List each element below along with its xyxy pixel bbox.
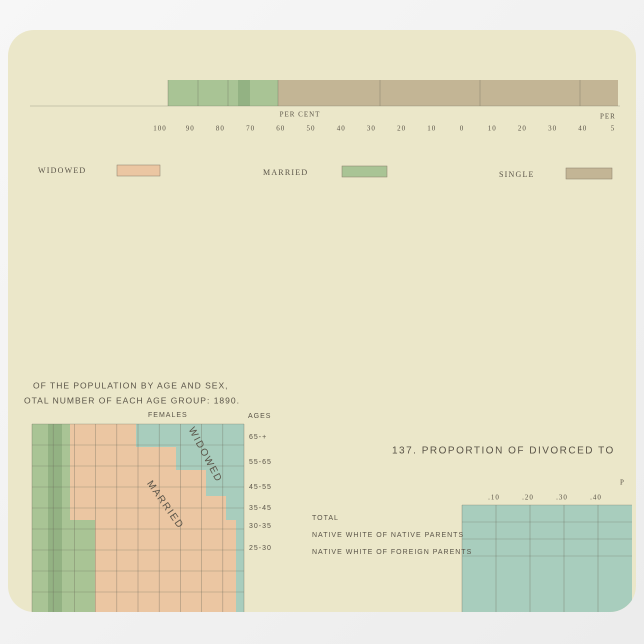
top-grid bbox=[30, 80, 620, 107]
age-labels: 65-+ 55-65 45-55 35-45 30-35 25-30 bbox=[249, 434, 272, 552]
tick-label: 50 bbox=[307, 125, 316, 133]
tick-label: 5 bbox=[611, 125, 616, 133]
tick-label: 10 bbox=[427, 125, 436, 133]
tick-label: .40 bbox=[590, 494, 602, 502]
age-label: 45-55 bbox=[249, 484, 272, 491]
mousepad: PER CENT PER 100 90 80 70 60 50 40 30 20 10 0 10 20 3… bbox=[8, 30, 636, 612]
tick-label: 20 bbox=[518, 125, 527, 133]
row-label: TOTAL bbox=[312, 515, 339, 522]
bar-married bbox=[168, 80, 278, 106]
age-label: 30-35 bbox=[249, 523, 272, 530]
single-step bbox=[70, 520, 95, 612]
tick-label: .10 bbox=[488, 494, 500, 502]
legend-label: WIDOWED bbox=[38, 166, 86, 175]
age-label: 65-+ bbox=[249, 434, 267, 441]
age-label: 25-30 bbox=[249, 545, 272, 552]
row-labels: TOTAL NATIVE WHITE OF NATIVE PARENTS NATIV… bbox=[312, 515, 472, 556]
axis-title: PER CENT bbox=[280, 111, 321, 119]
column-header: FEMALES bbox=[148, 412, 188, 419]
tick-label: 80 bbox=[216, 125, 225, 133]
bar-married-dark bbox=[238, 80, 250, 106]
tick-label: 20 bbox=[397, 125, 406, 133]
chart-title: 137. PROPORTION OF DIVORCED TO bbox=[392, 446, 615, 457]
tick-label: 60 bbox=[276, 125, 285, 133]
tick-label: 70 bbox=[246, 125, 255, 133]
legend-swatch bbox=[341, 165, 388, 178]
age-label: 55-65 bbox=[249, 459, 272, 466]
axis-title: P bbox=[620, 479, 625, 487]
tick-label: 40 bbox=[337, 125, 346, 133]
tick-label: 30 bbox=[367, 125, 376, 133]
tick-label: 90 bbox=[186, 125, 195, 133]
axis-ticks: 100 90 80 70 60 50 40 30 20 10 0 10 20 30 40 5 bbox=[153, 125, 616, 133]
tick-label: 30 bbox=[548, 125, 557, 133]
tick-label: 0 bbox=[460, 125, 465, 133]
row-label: NATIVE WHITE OF FOREIGN PARENTS bbox=[312, 549, 472, 556]
bar-single bbox=[278, 80, 618, 106]
divorce-grid bbox=[461, 504, 632, 612]
age-label: 35-45 bbox=[249, 505, 272, 512]
row-label: NATIVE WHITE OF NATIVE PARENTS bbox=[312, 532, 464, 539]
ages-header: AGES bbox=[248, 413, 271, 420]
widowed-region bbox=[136, 424, 244, 612]
legend-label: MARRIED bbox=[263, 168, 308, 177]
age-grid bbox=[31, 423, 245, 612]
single-dark bbox=[48, 424, 62, 612]
legend-swatch bbox=[565, 167, 613, 180]
tick-label: 10 bbox=[488, 125, 497, 133]
tick-label: 40 bbox=[578, 125, 587, 133]
tick-label: .20 bbox=[522, 494, 534, 502]
legend-label: SINGLE bbox=[499, 170, 535, 179]
chart-title: OF THE POPULATION BY AGE AND SEX, bbox=[33, 380, 229, 390]
chart-title: OTAL NUMBER OF EACH AGE GROUP: 1890. bbox=[24, 395, 240, 405]
divorce-bars bbox=[462, 505, 632, 612]
axis-ticks: .10 .20 .30 .40 bbox=[488, 494, 602, 502]
tick-label: .30 bbox=[556, 494, 568, 502]
legend-swatch bbox=[116, 164, 161, 177]
axis-title-right: PER bbox=[600, 113, 616, 121]
tick-label: 100 bbox=[153, 125, 167, 133]
